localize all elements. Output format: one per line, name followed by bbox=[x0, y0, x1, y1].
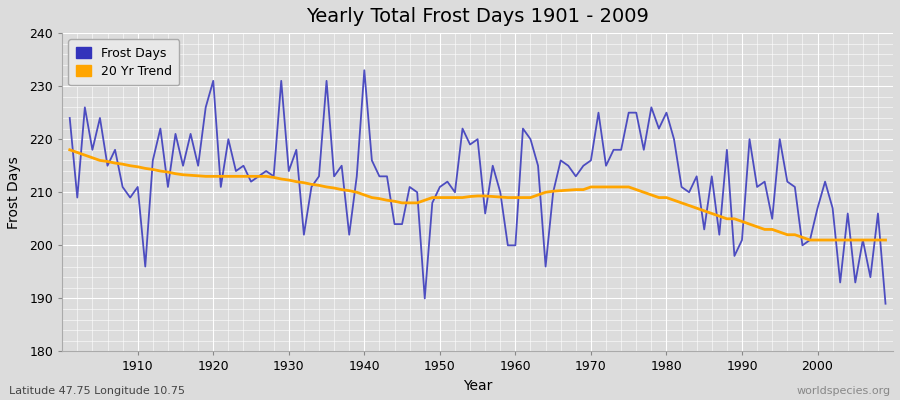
Text: Latitude 47.75 Longitude 10.75: Latitude 47.75 Longitude 10.75 bbox=[9, 386, 185, 396]
Frost Days bbox=[359, 68, 370, 73]
20 Yr Trend bbox=[510, 195, 521, 200]
20 Yr Trend bbox=[805, 238, 815, 242]
20 Yr Trend bbox=[125, 163, 136, 168]
Frost Days bbox=[608, 148, 619, 152]
Frost Days bbox=[518, 126, 528, 131]
Frost Days bbox=[337, 163, 347, 168]
Frost Days bbox=[64, 116, 75, 120]
20 Yr Trend bbox=[502, 195, 513, 200]
20 Yr Trend bbox=[291, 179, 302, 184]
Text: worldspecies.org: worldspecies.org bbox=[796, 386, 891, 396]
Frost Days bbox=[880, 301, 891, 306]
Frost Days bbox=[125, 195, 136, 200]
20 Yr Trend bbox=[880, 238, 891, 242]
20 Yr Trend bbox=[600, 184, 611, 189]
X-axis label: Year: Year bbox=[463, 379, 492, 393]
Legend: Frost Days, 20 Yr Trend: Frost Days, 20 Yr Trend bbox=[68, 39, 179, 85]
Title: Yearly Total Frost Days 1901 - 2009: Yearly Total Frost Days 1901 - 2009 bbox=[306, 7, 649, 26]
Y-axis label: Frost Days: Frost Days bbox=[7, 156, 21, 229]
20 Yr Trend bbox=[64, 148, 75, 152]
Frost Days bbox=[510, 243, 521, 248]
Line: Frost Days: Frost Days bbox=[69, 70, 886, 304]
20 Yr Trend bbox=[337, 187, 347, 192]
Line: 20 Yr Trend: 20 Yr Trend bbox=[69, 150, 886, 240]
Frost Days bbox=[291, 148, 302, 152]
